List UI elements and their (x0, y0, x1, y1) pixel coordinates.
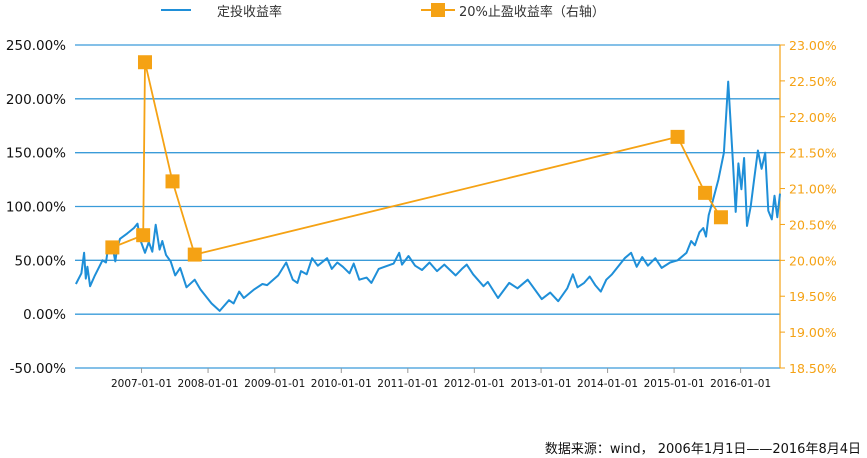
x-tick-label: 2012-01-01 (444, 378, 505, 390)
x-tick-label: 2007-01-01 (111, 378, 172, 390)
y-right-tick-label: 19.50% (789, 289, 837, 304)
legend-item-stop-profit: 20%止盈收益率（右轴） (421, 0, 605, 20)
series-marker-stop-profit (670, 129, 685, 144)
y-right-tick-label: 23.00% (789, 38, 837, 53)
y-left-tick-label: 150.00% (6, 146, 66, 162)
series-line-stop-profit (112, 61, 722, 256)
series-marker-stop-profit (713, 210, 728, 225)
y-left-tick-label: 0.00% (23, 307, 66, 323)
legend-label-dingtou: 定投收益率 (217, 4, 283, 20)
x-tick-label: 2010-01-01 (311, 378, 372, 390)
y-right-tick-label: 22.50% (789, 74, 837, 89)
x-tick-label: 2015-01-01 (644, 378, 705, 390)
x-tick-label: 2009-01-01 (244, 378, 305, 390)
series-marker-stop-profit (136, 228, 151, 243)
y-right-tick-label: 19.00% (789, 325, 837, 340)
y-left-tick-label: 250.00% (6, 38, 66, 54)
series-marker-stop-profit (137, 55, 152, 70)
y-left-tick-label: 50.00% (15, 253, 67, 269)
series-marker-stop-profit (105, 240, 120, 255)
x-tick-label: 2011-01-01 (377, 378, 438, 390)
series-line-dingtou (75, 80, 781, 312)
legend-item-dingtou: 定投收益率 (161, 0, 282, 20)
legend-swatch-marker (421, 3, 455, 17)
y-left-tick-label: 100.00% (6, 200, 66, 216)
legend-label-stop-profit: 20%止盈收益率（右轴） (459, 4, 605, 20)
series-marker-stop-profit (165, 174, 180, 189)
x-tick-label: 2008-01-01 (178, 378, 239, 390)
x-tick-label: 2014-01-01 (577, 378, 638, 390)
y-right-tick-label: 22.00% (789, 110, 837, 125)
y-left-tick-label: 200.00% (6, 92, 66, 108)
series-marker-stop-profit (187, 247, 202, 262)
x-tick-label: 2016-01-01 (710, 378, 771, 390)
y-right-tick-label: 21.50% (789, 146, 837, 161)
y-right-tick-label: 20.50% (789, 217, 837, 232)
y-right-tick-label: 21.00% (789, 182, 837, 197)
legend-swatch-line (161, 9, 191, 11)
x-tick-label: 2013-01-01 (511, 378, 572, 390)
series-marker-stop-profit (698, 185, 713, 200)
source-note: 数据来源：wind， 2006年1月1日——2016年8月4日 (544, 442, 861, 457)
y-right-tick-label: 20.00% (789, 253, 837, 268)
y-left-tick-label: -50.00% (10, 361, 67, 377)
y-right-tick-label: 18.50% (789, 361, 837, 376)
